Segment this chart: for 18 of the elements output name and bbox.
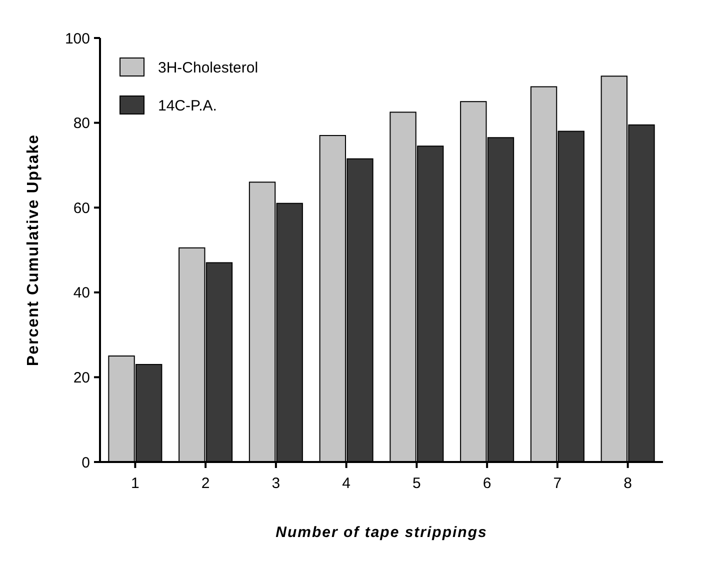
x-tick-label: 3 [272, 475, 280, 492]
x-axis-title: Number of tape strippings [276, 524, 488, 541]
y-tick-label: 0 [82, 454, 90, 472]
legend-label: 3H-Cholesterol [158, 59, 258, 76]
y-tick-label: 60 [73, 200, 90, 217]
y-tick-label: 40 [73, 284, 90, 302]
x-tick-label: 2 [201, 475, 210, 492]
x-tick-label: 6 [482, 475, 492, 492]
y-tick-label: 80 [73, 115, 90, 132]
y-tick-label: 20 [73, 369, 90, 386]
x-tick-label: 8 [624, 475, 632, 492]
y-axis-title: Percent Cumulative Uptake [25, 134, 42, 366]
x-tick-label: 7 [553, 475, 562, 492]
x-tick-label: 4 [342, 475, 350, 492]
legend-label: 14C-P.A. [158, 97, 217, 114]
x-tick-label: 5 [412, 475, 421, 492]
x-tick-label: 1 [131, 475, 140, 492]
y-tick-label: 100 [64, 30, 90, 48]
